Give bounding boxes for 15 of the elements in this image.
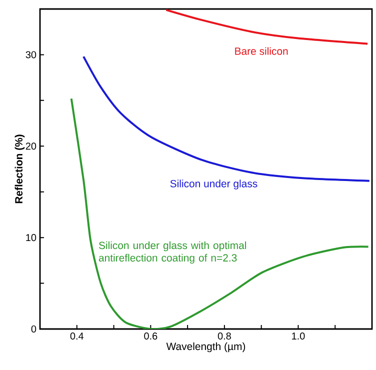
line-series	[165, 8, 369, 45]
x-tick-label: 0.8	[218, 332, 231, 340]
series-label: Silicon under glass with optimal antireflection coating of n=2.3	[98, 241, 246, 264]
y-tick-label: 20	[26, 142, 36, 150]
x-tick-label: 1.0	[292, 332, 305, 340]
series-label: Silicon under glass	[170, 180, 258, 190]
y-tick-label: 30	[26, 51, 36, 58]
y-tick-label: 0	[31, 325, 36, 333]
x-tick-label: 0.6	[144, 332, 158, 340]
x-tick-label: 0.4	[70, 332, 84, 340]
y-axis-title: Reflection (%)	[14, 134, 25, 204]
series-label: Bare silicon	[235, 47, 288, 55]
line-series	[70, 98, 370, 329]
x-axis-title: Wavelength (µm)	[166, 342, 246, 352]
y-tick-label: 10	[26, 234, 36, 242]
